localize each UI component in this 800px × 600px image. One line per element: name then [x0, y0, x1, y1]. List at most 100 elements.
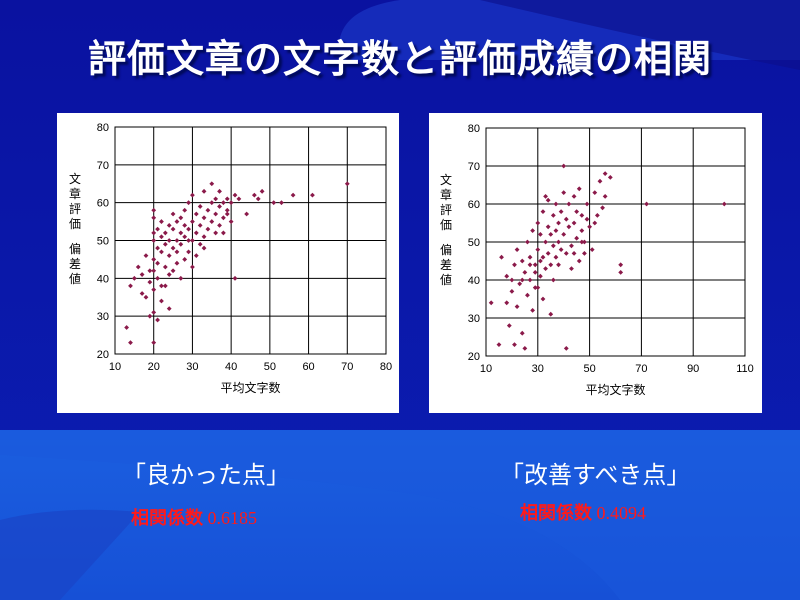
data-point — [166, 306, 172, 312]
data-point — [201, 234, 207, 240]
data-point — [535, 220, 541, 226]
data-point — [556, 262, 561, 268]
y-tick-label: 20 — [468, 351, 480, 363]
data-point — [170, 245, 176, 251]
x-axis-label: 平均文字数 — [220, 380, 280, 395]
data-point — [279, 200, 284, 206]
data-point — [519, 277, 525, 283]
x-tick-label: 60 — [302, 361, 314, 373]
data-point — [147, 313, 153, 319]
data-point — [186, 200, 191, 206]
data-point — [139, 291, 145, 296]
data-point — [535, 285, 541, 291]
data-point — [488, 300, 494, 306]
slide-title: 評価文章の文字数と評価成績の相関 — [87, 37, 712, 81]
data-point — [540, 209, 546, 215]
data-point — [579, 228, 585, 234]
data-point — [545, 224, 551, 230]
data-point — [178, 275, 184, 281]
data-point — [600, 205, 605, 211]
data-point — [499, 254, 504, 260]
grid — [485, 127, 746, 357]
x-axis-label: 平均文字数 — [585, 382, 645, 397]
data-point — [537, 258, 543, 264]
data-point — [532, 262, 538, 268]
data-point — [527, 254, 533, 260]
data-point — [571, 250, 577, 256]
data-point — [509, 277, 515, 283]
scatter-panel-right: 20 30 40 50 60 70 80 10 30 50 70 90 110 平均文字数 文章評価偏差値 — [429, 113, 762, 413]
data-point — [155, 317, 160, 323]
data-point — [159, 249, 164, 255]
x-tick-label: 110 — [736, 363, 754, 375]
data-point — [540, 254, 546, 260]
data-point — [579, 212, 585, 218]
data-point — [556, 220, 561, 226]
data-point — [213, 230, 219, 236]
correlation-left: 相関係数 0.6185 — [131, 504, 257, 530]
y-tick-label: 30 — [97, 311, 109, 323]
data-point — [251, 192, 257, 198]
data-point — [592, 220, 598, 226]
data-point — [155, 226, 160, 232]
data-point — [174, 219, 180, 224]
data-point — [228, 200, 234, 206]
data-point — [579, 239, 585, 245]
data-point — [213, 196, 219, 202]
caption-good-points: 「良かった点」 — [122, 461, 290, 489]
data-point — [178, 241, 184, 247]
x-tick-label: 10 — [109, 361, 121, 373]
data-point — [553, 228, 559, 234]
data-point — [159, 283, 164, 289]
data-point — [224, 211, 230, 217]
data-point — [522, 345, 528, 351]
data-point — [162, 230, 168, 236]
data-point — [166, 222, 172, 228]
y-tick-label: 40 — [468, 275, 480, 287]
data-point — [563, 250, 569, 256]
data-point — [558, 247, 564, 253]
data-point — [589, 247, 595, 253]
data-point — [271, 200, 277, 206]
data-point — [584, 216, 590, 222]
data-point — [553, 254, 559, 260]
data-point — [193, 253, 199, 259]
y-tick-label: 20 — [97, 349, 109, 361]
scatter-panel-left: 20 30 40 50 60 70 80 10 20 30 40 50 60 70 80 平均文字数 文章評価偏… — [57, 113, 399, 413]
data-point — [131, 275, 137, 281]
data-point — [569, 266, 574, 272]
x-tick-label: 30 — [532, 363, 544, 375]
data-point — [540, 296, 546, 302]
data-point — [582, 250, 587, 256]
x-tick-label: 30 — [186, 361, 198, 373]
data-point — [170, 211, 176, 217]
data-point — [151, 340, 157, 346]
x-tick-label: 10 — [480, 363, 492, 375]
data-point — [217, 188, 222, 194]
data-point — [151, 230, 157, 236]
data-point — [166, 272, 172, 277]
correlation-value-left: 0.6185 — [207, 508, 258, 528]
data-point — [135, 264, 141, 270]
y-tick-label: 40 — [97, 273, 109, 285]
data-point — [548, 231, 554, 237]
data-point — [139, 272, 145, 277]
data-point — [143, 253, 149, 259]
plot-frame — [485, 127, 746, 357]
data-point — [220, 230, 226, 236]
data-point — [174, 249, 180, 255]
data-point — [228, 219, 234, 224]
data-point — [236, 196, 242, 202]
data-point — [571, 220, 577, 226]
y-tick-label: 60 — [97, 198, 109, 210]
data-point — [512, 262, 517, 268]
x-tick-label: 50 — [264, 361, 276, 373]
data-point — [550, 212, 556, 218]
data-point — [205, 207, 211, 213]
data-point — [607, 174, 613, 180]
data-point — [151, 268, 157, 274]
data-point — [182, 222, 188, 228]
data-point — [545, 250, 551, 256]
data-point — [186, 226, 191, 232]
